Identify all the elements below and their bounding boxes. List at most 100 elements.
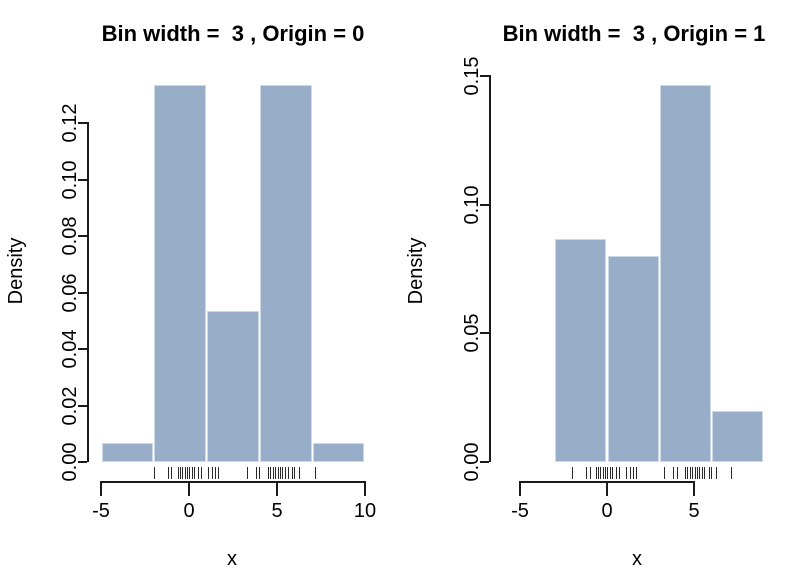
rug-mark xyxy=(292,467,293,479)
histogram-bar xyxy=(659,84,711,462)
rug-mark xyxy=(695,467,696,479)
rug-mark xyxy=(315,467,316,479)
rug-mark xyxy=(187,467,188,479)
rug-mark xyxy=(630,467,631,479)
rug-mark xyxy=(636,467,637,479)
rug-mark xyxy=(285,467,286,479)
y-tick xyxy=(480,332,489,335)
rug-mark xyxy=(270,467,271,479)
rug-mark xyxy=(201,467,202,479)
y-tick xyxy=(78,461,87,463)
histogram-bar xyxy=(711,410,764,462)
y-tick xyxy=(480,75,489,77)
rug-mark xyxy=(192,467,193,479)
rug-mark xyxy=(664,467,665,479)
histogram-bar xyxy=(154,85,207,462)
plot-title: Bin width = 3 , Origin = 1 xyxy=(502,21,766,46)
y-tick xyxy=(480,461,489,463)
y-tick-label: 0.00 xyxy=(461,442,483,482)
rug-mark xyxy=(619,467,620,479)
x-tick xyxy=(519,483,521,496)
rug-mark xyxy=(182,467,183,479)
rug-mark xyxy=(171,467,172,479)
rug-mark xyxy=(256,467,257,479)
rug-mark xyxy=(572,467,573,479)
rug-mark xyxy=(711,467,712,479)
x-tick-label: 5 xyxy=(271,500,283,522)
rug-mark xyxy=(699,467,700,479)
y-tick xyxy=(78,348,87,350)
x-tick xyxy=(606,483,608,496)
rug-mark xyxy=(697,467,698,479)
rug-mark xyxy=(586,467,587,479)
histogram-bar xyxy=(259,85,312,462)
rug-mark xyxy=(677,467,678,479)
y-axis-title: Density xyxy=(405,237,427,305)
histogram-bar xyxy=(101,443,154,462)
histogram-bar xyxy=(555,238,607,462)
rug-mark xyxy=(198,467,199,479)
x-axis-title: x xyxy=(632,548,642,570)
rug-mark xyxy=(687,467,688,479)
x-tick xyxy=(188,483,190,496)
rug-mark xyxy=(189,467,190,479)
rug-mark xyxy=(692,467,693,479)
rug-mark xyxy=(709,467,710,479)
x-axis-line xyxy=(100,481,366,483)
y-tick xyxy=(78,178,87,181)
rug-mark xyxy=(590,467,591,479)
rug-mark xyxy=(294,467,295,479)
histogram-bar xyxy=(607,256,659,462)
rug-mark xyxy=(600,467,601,479)
rug-mark xyxy=(610,467,611,479)
rug-mark xyxy=(731,467,732,479)
rug-mark xyxy=(702,467,703,479)
rug-mark xyxy=(218,467,219,479)
rug-mark xyxy=(612,467,613,479)
x-tick-label: 5 xyxy=(688,500,700,522)
rug-mark xyxy=(282,467,283,479)
x-tick xyxy=(364,483,366,496)
rug-mark xyxy=(208,467,209,479)
plot-title: Bin width = 3 , Origin = 0 xyxy=(101,21,365,46)
rug-mark xyxy=(616,467,617,479)
rug-mark xyxy=(278,467,279,479)
x-tick xyxy=(276,483,278,496)
x-axis-line xyxy=(519,481,695,483)
x-tick-label: 0 xyxy=(601,500,613,522)
rug-mark xyxy=(607,467,608,479)
rug-mark xyxy=(178,467,179,479)
y-axis-line xyxy=(87,122,89,462)
rug-mark xyxy=(598,467,599,479)
rug-mark xyxy=(185,467,186,479)
rug-mark xyxy=(690,467,691,479)
rug-mark xyxy=(212,467,213,479)
rug-mark xyxy=(633,467,634,479)
rug-mark xyxy=(299,467,300,479)
x-tick-label: -5 xyxy=(511,500,529,522)
y-tick xyxy=(78,122,87,124)
y-tick xyxy=(78,291,87,294)
x-tick-label: 10 xyxy=(353,500,377,522)
rug-mark xyxy=(280,467,281,479)
x-axis-title: x xyxy=(227,548,237,570)
x-tick-label: 0 xyxy=(183,500,195,522)
rug-mark xyxy=(673,467,674,479)
x-tick-label: -5 xyxy=(92,500,110,522)
rug-mark xyxy=(215,467,216,479)
rug-mark xyxy=(259,467,260,479)
x-tick xyxy=(100,483,102,496)
rug-mark xyxy=(247,467,248,479)
rug-mark xyxy=(168,467,169,479)
rug-mark xyxy=(268,467,269,479)
rug-mark xyxy=(194,467,195,479)
rug-mark xyxy=(273,467,274,479)
rug-mark xyxy=(704,467,705,479)
rug-mark xyxy=(685,467,686,479)
rug-mark xyxy=(275,467,276,479)
x-tick xyxy=(693,483,695,496)
rug-mark xyxy=(154,467,155,479)
rug-mark xyxy=(605,467,606,479)
